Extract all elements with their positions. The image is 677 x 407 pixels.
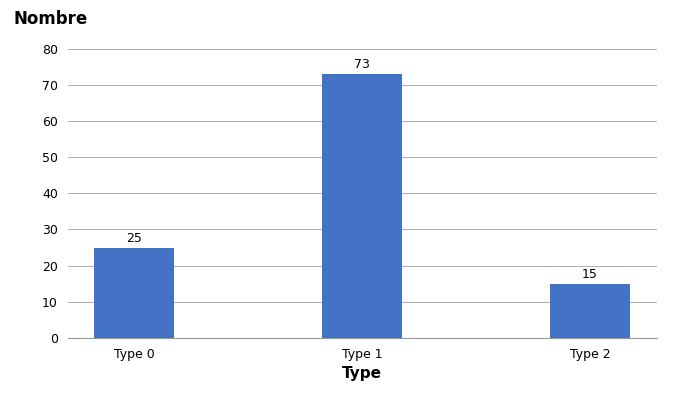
- Text: 25: 25: [127, 232, 142, 245]
- Text: 15: 15: [582, 268, 598, 281]
- Text: 73: 73: [354, 58, 370, 71]
- Text: Nombre: Nombre: [14, 11, 88, 28]
- X-axis label: Type: Type: [342, 366, 383, 381]
- Bar: [322, 74, 402, 338]
- Bar: [550, 284, 630, 338]
- Bar: [95, 247, 174, 338]
